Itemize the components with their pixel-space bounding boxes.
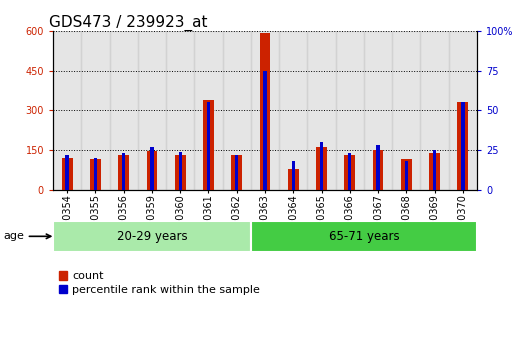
Bar [81, 31, 110, 190]
Bar [179, 152, 182, 190]
Bar [376, 145, 380, 190]
Text: GDS473 / 239923_at: GDS473 / 239923_at [49, 15, 207, 31]
Bar [279, 31, 307, 190]
Bar [53, 221, 251, 252]
Bar [122, 153, 126, 190]
Bar [147, 151, 157, 190]
Bar [195, 31, 223, 190]
Bar [316, 147, 327, 190]
Bar [232, 155, 242, 190]
Bar [335, 31, 364, 190]
Bar [166, 31, 195, 190]
Bar [110, 31, 138, 190]
Bar [251, 221, 477, 252]
Text: age: age [3, 231, 51, 241]
Bar [420, 31, 449, 190]
Bar [207, 102, 210, 190]
Bar [251, 31, 279, 190]
Bar [118, 155, 129, 190]
Bar [433, 150, 436, 190]
Bar [292, 161, 295, 190]
Bar [404, 161, 408, 190]
Bar [392, 31, 420, 190]
Bar [223, 31, 251, 190]
Bar [307, 31, 335, 190]
Bar [429, 153, 440, 190]
Bar [175, 155, 186, 190]
Bar [449, 31, 477, 190]
Bar [260, 33, 270, 190]
Bar [461, 102, 465, 190]
Bar [235, 155, 238, 190]
Bar [94, 158, 97, 190]
Bar [348, 153, 351, 190]
Bar [263, 71, 267, 190]
Bar [457, 102, 468, 190]
Text: 65-71 years: 65-71 years [329, 230, 399, 243]
Bar [90, 159, 101, 190]
Bar [373, 150, 383, 190]
Bar [62, 158, 73, 190]
Bar [138, 31, 166, 190]
Bar [364, 31, 392, 190]
Bar [344, 155, 355, 190]
Bar [320, 142, 323, 190]
Bar [203, 100, 214, 190]
Bar [65, 155, 69, 190]
Text: 20-29 years: 20-29 years [117, 230, 187, 243]
Bar [150, 147, 154, 190]
Bar [53, 31, 81, 190]
Bar [288, 169, 298, 190]
Legend: count, percentile rank within the sample: count, percentile rank within the sample [58, 271, 260, 295]
Bar [401, 159, 412, 190]
